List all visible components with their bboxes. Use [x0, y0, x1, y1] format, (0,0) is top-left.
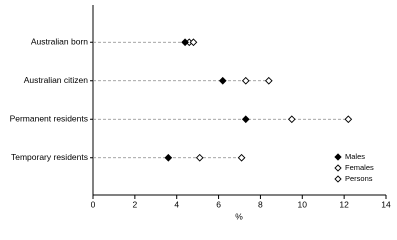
marker: [164, 153, 173, 162]
page: {"chart_data": {"type": "dot", "categori…: [9, 5, 391, 222]
legend-label: Females: [345, 163, 374, 172]
y-tick-label: Australian citizen: [24, 75, 89, 85]
x-tick-label: 0: [91, 199, 96, 209]
marker: [189, 38, 198, 47]
y-tick-label: Australian born: [31, 37, 88, 47]
legend-marker: [334, 164, 342, 172]
marker: [195, 153, 204, 162]
x-tick-label: 8: [258, 199, 263, 209]
x-tick-label: 4: [174, 199, 179, 209]
y-tick-label: Temporary residents: [11, 152, 88, 162]
y-tick-label: Permanent residents: [10, 114, 88, 124]
x-tick-label: 12: [339, 199, 349, 209]
x-tick-label: 10: [298, 199, 308, 209]
marker: [218, 76, 227, 85]
x-tick-label: 2: [132, 199, 137, 209]
marker: [344, 115, 353, 124]
legend-label: Males: [345, 152, 365, 161]
x-axis-label: %: [235, 211, 243, 221]
marker: [237, 153, 246, 162]
marker: [241, 115, 250, 124]
legend-label: Persons: [345, 174, 373, 183]
marker: [181, 38, 189, 47]
marker: [241, 76, 250, 85]
marker: [287, 115, 296, 124]
marker: [264, 76, 273, 85]
chart: % 0 2 4 6 8 10 12 14 Australian born Australian c…: [10, 5, 391, 221]
legend-marker: [334, 153, 342, 161]
x-tick-label: 6: [216, 199, 221, 209]
x-tick-label: 14: [381, 199, 391, 209]
legend-marker: [334, 175, 342, 183]
